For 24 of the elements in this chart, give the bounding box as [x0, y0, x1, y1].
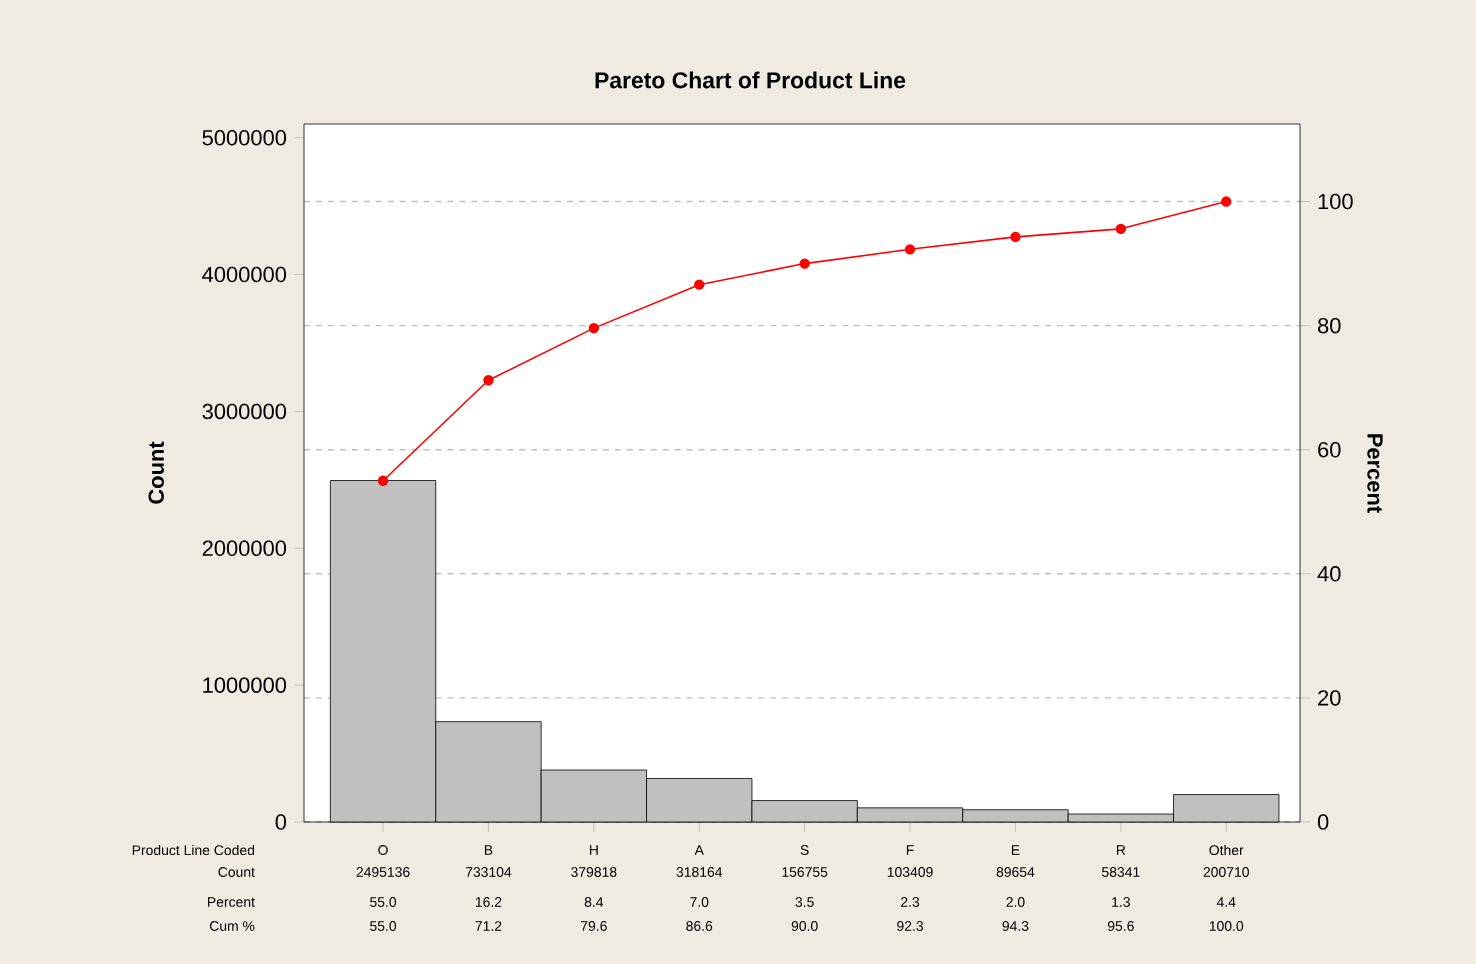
point: [904, 244, 916, 255]
y2-tick-label: 80: [1318, 317, 1341, 334]
point: [1221, 196, 1232, 207]
point: [694, 279, 705, 290]
y-tick-label: 5000000: [202, 129, 287, 146]
y-tick-label: 3000000: [202, 403, 287, 420]
point: [1115, 223, 1127, 235]
y2-axis-title: Percent: [1367, 434, 1383, 513]
y-axis-title: Count: [148, 441, 164, 504]
y2-tick-label: 100: [1318, 193, 1353, 210]
point: [377, 475, 389, 486]
y-tick-label: 2000000: [202, 540, 287, 557]
y2-tick-label: 40: [1317, 566, 1341, 582]
y2-tick-label: 0: [1317, 814, 1329, 830]
y2-tick-label: 20: [1318, 690, 1341, 706]
y-tick-label: 0: [275, 814, 287, 830]
chart-title: Pareto Chart of Product Line: [595, 71, 906, 89]
point: [799, 258, 810, 269]
y-tick-label: 4000000: [202, 266, 287, 283]
y2-tick-label: 60: [1318, 441, 1341, 458]
point: [483, 375, 494, 386]
y-tick-label: 1000000: [203, 677, 287, 693]
point: [588, 322, 600, 334]
point: [1010, 231, 1021, 243]
